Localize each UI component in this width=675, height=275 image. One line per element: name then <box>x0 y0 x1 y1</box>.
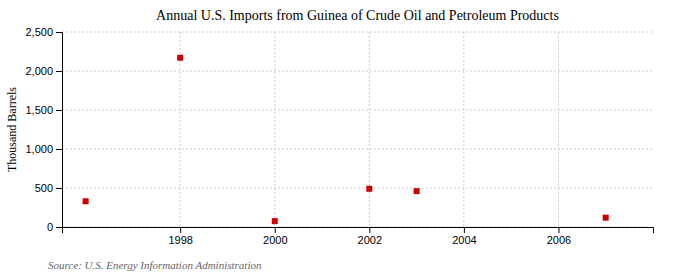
grid-line <box>180 32 181 227</box>
tick-label: 2004 <box>452 234 476 246</box>
tick: 500 <box>35 182 62 194</box>
tick-mark <box>56 227 62 228</box>
tick-label: 1,500 <box>25 104 53 116</box>
tick: 1998 <box>168 227 192 246</box>
grid <box>62 32 653 227</box>
tick-mark <box>56 149 62 150</box>
tick-label: 2,000 <box>25 65 53 77</box>
tick-label: 0 <box>47 221 53 233</box>
chart: 1998 2000 2002 2004 2006 0 500 1,000 1,500 2,000 2… <box>0 0 675 275</box>
grid-line <box>62 188 653 189</box>
tick: 2006 <box>547 227 571 246</box>
grid-line <box>558 32 559 227</box>
tick-mark <box>56 110 62 111</box>
tick-label: 1,000 <box>25 143 53 155</box>
point <box>366 186 372 192</box>
axis-line <box>63 228 654 234</box>
x-axis: 1998 2000 2002 2004 2006 <box>63 227 654 246</box>
tick: 1,500 <box>25 104 62 116</box>
point <box>177 55 183 61</box>
tick: 2000 <box>263 227 287 246</box>
y-axis-title: Thousand Barrels <box>5 87 19 172</box>
y-axis: 0 500 1,000 1,500 2,000 2,500 <box>25 26 62 233</box>
point <box>272 218 278 224</box>
tick-label: 1998 <box>168 234 192 246</box>
tick-label: 2006 <box>547 234 571 246</box>
tick-mark <box>56 32 62 33</box>
grid-line <box>62 32 653 33</box>
axis-line <box>56 33 63 228</box>
tick-label: 500 <box>35 182 53 194</box>
tick-label: 2002 <box>358 234 382 246</box>
grid-line <box>369 32 370 227</box>
tick: 2,500 <box>25 26 62 38</box>
title: Annual U.S. Imports from Guinea of Crude… <box>156 8 559 23</box>
plot-area: 1998 2000 2002 2004 2006 0 500 1,000 1,500 2,000 2… <box>25 26 653 246</box>
tick: 2004 <box>452 227 476 246</box>
tick-mark <box>56 71 62 72</box>
tick-mark <box>369 227 370 233</box>
tick-mark <box>464 227 465 233</box>
grid-line <box>62 110 653 111</box>
source-note: Source: U.S. Energy Information Administ… <box>48 259 262 271</box>
grid-line <box>62 149 653 150</box>
tick-mark <box>275 227 276 233</box>
tick-mark <box>558 227 559 233</box>
point <box>414 188 420 194</box>
tick: 2,000 <box>25 65 62 77</box>
grid-line <box>274 32 275 227</box>
tick: 0 <box>47 221 62 233</box>
tick-mark <box>56 188 62 189</box>
grid-line <box>463 32 464 227</box>
tick-label: 2000 <box>263 234 287 246</box>
tick: 1,000 <box>25 143 62 155</box>
tick-label: 2,500 <box>25 26 53 38</box>
point <box>603 215 609 221</box>
point <box>83 198 89 204</box>
points <box>83 55 609 224</box>
tick-mark <box>180 227 181 233</box>
tick: 2002 <box>358 227 382 246</box>
grid-line <box>62 71 653 72</box>
